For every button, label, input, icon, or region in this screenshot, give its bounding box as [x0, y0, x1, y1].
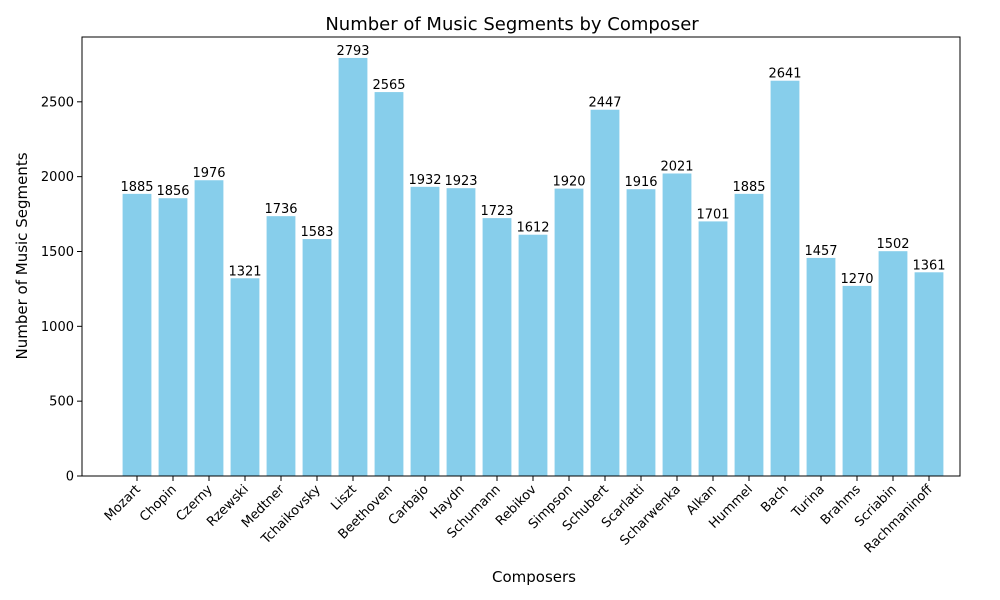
bar-simpson: [554, 188, 584, 476]
data-label-liszt: 2793: [336, 44, 369, 59]
x-axis-label: Composers: [492, 568, 576, 586]
data-label-czerny: 1976: [192, 166, 225, 181]
data-label-rachmaninoff: 1361: [912, 258, 945, 273]
y-tick-label-2500: 2500: [41, 95, 74, 110]
bar-bach: [770, 80, 800, 477]
bar-hummel: [734, 193, 764, 477]
data-label-schumann: 1723: [480, 204, 513, 219]
bar-tchaikovsky: [302, 239, 332, 476]
data-label-rebikov: 1612: [516, 221, 549, 236]
bar-turina: [806, 257, 836, 476]
bar-scharwenka: [662, 173, 692, 476]
data-label-alkan: 1701: [696, 207, 729, 222]
data-label-rzewski: 1321: [228, 264, 261, 279]
bar-scarlatti: [626, 189, 656, 476]
y-tick-label-1000: 1000: [41, 320, 74, 335]
data-label-simpson: 1920: [552, 175, 585, 190]
bar-brahms: [842, 285, 872, 476]
bar-liszt: [338, 57, 368, 476]
x-tick-label-chopin: Chopin: [137, 482, 180, 525]
bar-mozart: [122, 193, 152, 477]
x-tick-label-mozart: Mozart: [102, 482, 144, 524]
data-label-haydn: 1923: [444, 174, 477, 189]
y-axis-label: Number of Music Segments: [13, 152, 31, 359]
data-label-hummel: 1885: [732, 180, 765, 195]
bar-schumann: [482, 218, 512, 477]
bar-medtner: [266, 216, 296, 476]
bar-rebikov: [518, 234, 548, 476]
bar-schubert: [590, 109, 620, 477]
data-label-tchaikovsky: 1583: [300, 225, 333, 240]
x-axis-ticks: MozartChopinCzernyRzewskiMedtnerTchaikov…: [102, 476, 937, 556]
data-label-mozart: 1885: [120, 180, 153, 195]
bar-haydn: [446, 188, 476, 477]
bar-rzewski: [230, 278, 260, 476]
y-tick-label-1500: 1500: [41, 245, 74, 260]
bar-alkan: [698, 221, 728, 476]
bar-scriabin: [878, 251, 908, 476]
y-tick-label-0: 0: [66, 470, 74, 485]
data-label-bach: 2641: [768, 67, 801, 82]
data-label-turina: 1457: [804, 244, 837, 259]
bar-czerny: [194, 180, 224, 477]
bar-beethoven: [374, 92, 404, 476]
data-label-scriabin: 1502: [876, 237, 909, 252]
data-label-scarlatti: 1916: [624, 175, 657, 190]
x-tick-label-liszt: Liszt: [328, 482, 360, 514]
data-label-carbajo: 1932: [408, 173, 441, 188]
plot-frame: [81, 36, 961, 477]
data-label-medtner: 1736: [264, 202, 297, 217]
bar-carbajo: [410, 186, 440, 476]
data-label-chopin: 1856: [156, 184, 189, 199]
data-label-scharwenka: 2021: [660, 160, 693, 175]
x-tick-label-carbajo: Carbajo: [386, 482, 432, 528]
data-label-schubert: 2447: [588, 96, 621, 111]
y-tick-label-500: 500: [49, 395, 74, 410]
y-tick-label-2000: 2000: [41, 170, 74, 185]
y-axis-ticks: 0 500 1000 1500 2000 2500: [41, 95, 82, 485]
x-tick-label-bach: Bach: [758, 482, 791, 515]
chart-title: Number of Music Segments by Composer: [325, 14, 699, 35]
bar-rachmaninoff: [914, 272, 944, 476]
bar-chopin: [158, 198, 188, 476]
data-label-brahms: 1270: [840, 272, 873, 287]
data-label-beethoven: 2565: [372, 78, 405, 93]
